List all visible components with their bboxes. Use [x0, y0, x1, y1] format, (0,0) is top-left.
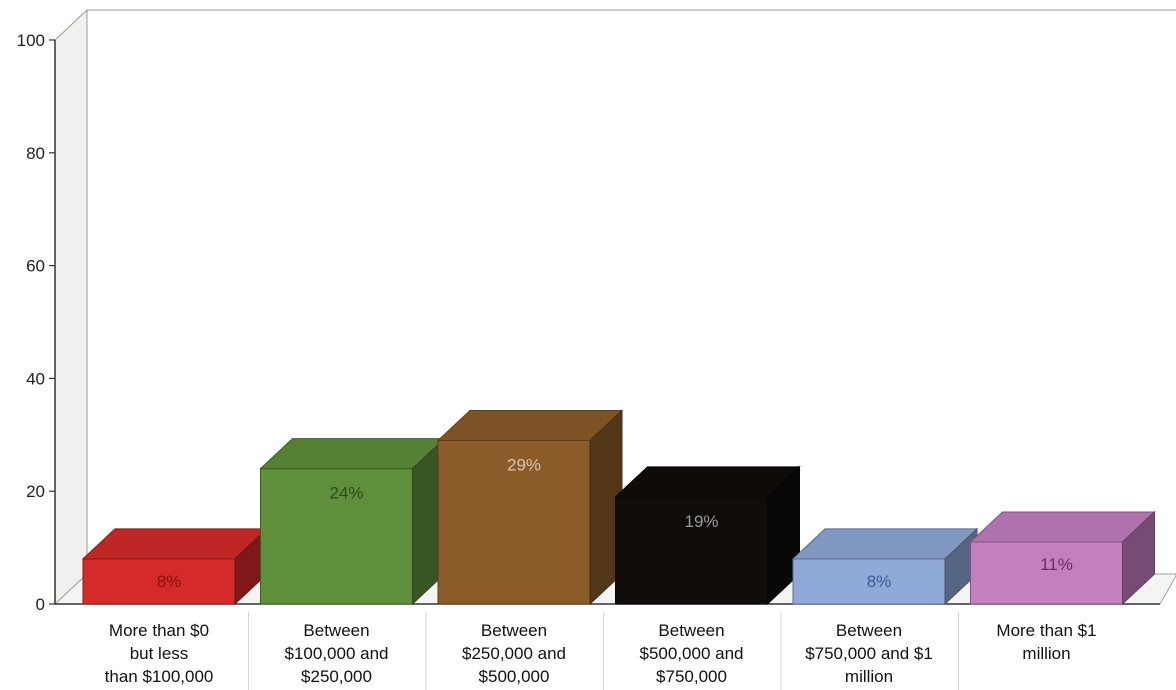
- bar-front: [970, 541, 1123, 605]
- category-label: Between $250,000 and $500,000: [462, 621, 566, 686]
- bar-data-label: 8%: [157, 572, 182, 591]
- bar-side: [1122, 510, 1155, 606]
- category-label: Between $750,000 and $1 million: [805, 621, 933, 686]
- bar: 8%: [791, 527, 979, 606]
- bar-data-label: 19%: [684, 512, 718, 531]
- bar-data-label: 24%: [329, 484, 363, 503]
- y-tick-label: 0: [36, 595, 45, 614]
- y-tick-label: 60: [26, 257, 45, 276]
- category-label: Between $100,000 and $250,000: [285, 621, 389, 686]
- bar: 29%: [436, 409, 624, 606]
- y-tick-label: 80: [26, 144, 45, 163]
- bar: 8%: [81, 527, 269, 606]
- bars-group: 8% 24% 29% 19% 8% 11%: [81, 409, 1156, 606]
- bar-front: [615, 496, 768, 605]
- bar: 19%: [614, 465, 801, 606]
- category-label: Between $500,000 and $750,000: [640, 621, 744, 686]
- category-label: More than $1 million: [996, 621, 1096, 663]
- bar-data-label: 8%: [867, 572, 892, 591]
- chart-side-wall: [54, 8, 88, 606]
- bar-data-label: 11%: [1040, 555, 1073, 574]
- bar: 24%: [259, 437, 446, 606]
- y-tick-label: 40: [26, 369, 45, 388]
- category-labels: More than $0 but less than $100,000 Between…: [105, 612, 1097, 690]
- bar-data-label: 29%: [507, 455, 541, 474]
- y-tick-label: 100: [17, 31, 45, 50]
- y-tick-label: 20: [26, 482, 45, 501]
- bar-front: [82, 558, 236, 605]
- category-label: More than $0 but less than $100,000: [105, 621, 214, 686]
- bar-front: [260, 468, 413, 605]
- bar: 11%: [969, 510, 1156, 606]
